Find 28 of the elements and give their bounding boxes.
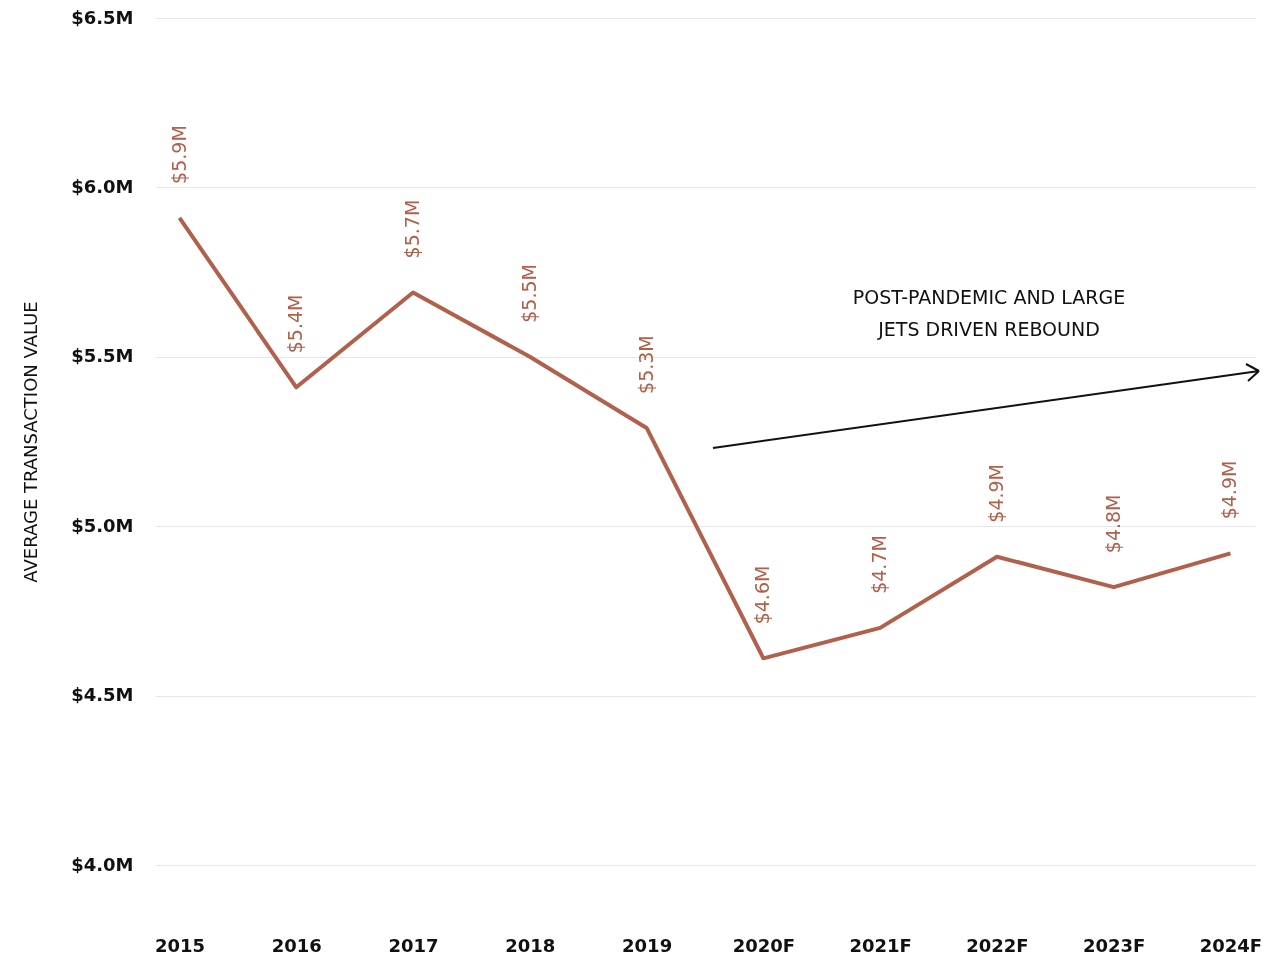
x-tick-label: 2019	[622, 934, 673, 956]
x-tick-label: 2022F	[966, 934, 1029, 956]
data-label: $5.7M	[401, 199, 424, 259]
data-label: $4.6M	[751, 565, 774, 625]
y-tick-label: $4.5M	[71, 684, 134, 706]
data-label: $5.9M	[167, 125, 190, 184]
y-tick-label: $5.5M	[71, 345, 134, 367]
x-tick-label: 2018	[505, 934, 556, 956]
data-label: $4.7M	[868, 535, 891, 594]
x-tick-label: 2020F	[732, 934, 796, 956]
x-tick-label: 2017	[388, 934, 439, 956]
data-label: $4.9M	[1218, 460, 1241, 520]
y-tick-label: $4.0M	[71, 853, 134, 875]
data-label: $5.3M	[634, 335, 657, 394]
data-label: $5.4M	[284, 294, 307, 354]
data-label: $4.8M	[1101, 494, 1124, 554]
x-tick-label: 2023F	[1083, 934, 1146, 956]
data-label: $5.5M	[517, 264, 540, 323]
y-tick-label: $6.0M	[71, 175, 134, 197]
x-tick-label: 2024F	[1199, 934, 1263, 956]
y-axis-title: AVERAGE TRANSACTION VALUE	[20, 301, 42, 583]
y-tick-label: $5.0M	[71, 514, 134, 536]
x-tick-label: 2016	[271, 934, 322, 956]
annotation: POST-PANDEMIC AND LARGE JETS DRIVEN REBOUND	[852, 286, 1126, 340]
x-tick-label: 2021F	[849, 934, 912, 956]
y-tick-label: $6.5M	[71, 6, 134, 28]
x-tick-label: 2015	[154, 934, 206, 956]
data-label: $4.9M	[984, 463, 1007, 523]
